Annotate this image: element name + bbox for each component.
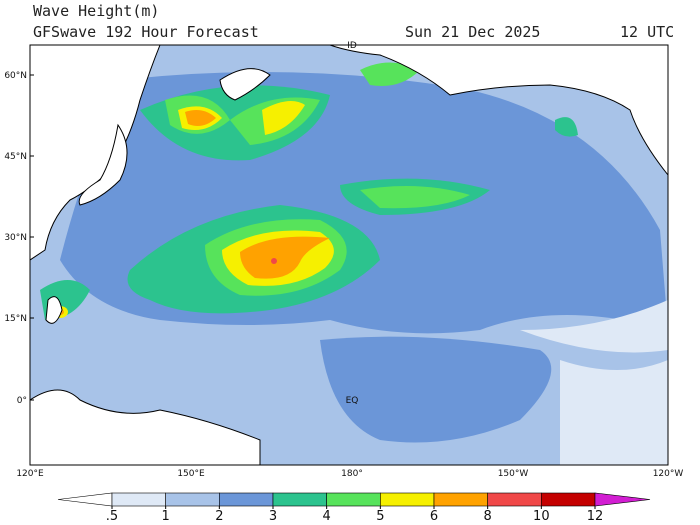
- colorbar: .5 1 2 3 4 5 6 8 10 12: [57, 492, 651, 524]
- lon-label: 120°W: [653, 469, 684, 479]
- lat-label: 0°: [17, 396, 27, 406]
- colorbar-bin: [326, 492, 381, 507]
- colorbar-bin: [380, 492, 435, 507]
- map-frame: [29, 44, 669, 466]
- colorbar-bin: [219, 492, 274, 507]
- colorbar-over: [594, 492, 651, 507]
- colorbar-bin: [541, 492, 596, 507]
- colorbar-bin: [111, 492, 166, 507]
- lat-label: 60°N: [4, 71, 27, 81]
- colorbar-bin: [487, 492, 542, 507]
- date: Sun 21 Dec 2025: [405, 23, 540, 41]
- wave-zone: [555, 117, 578, 137]
- title: Wave Height(m): [33, 2, 159, 20]
- lon-label: 150°W: [498, 469, 529, 479]
- wave-zone: [262, 101, 305, 135]
- colorbar-label: 5: [376, 509, 384, 524]
- colorbar-label: 3: [269, 509, 277, 524]
- colorbar-under: [57, 492, 113, 507]
- colorbar-label: 8: [484, 509, 492, 524]
- lat-label: 15°N: [4, 314, 27, 324]
- wave-zone: [360, 62, 420, 86]
- north-america: [329, 45, 668, 176]
- lat-label: 45°N: [4, 152, 27, 162]
- annotation: EQ: [346, 396, 359, 406]
- colorbar-bin: [165, 492, 220, 507]
- axis-labels: 60°N 45°N 30°N 15°N 0° 120°E 150°E 180° 150°W 120…: [4, 71, 683, 479]
- colorbar-label: 6: [430, 509, 438, 524]
- wave-zone: [271, 258, 277, 264]
- colorbar-bin: [272, 492, 327, 507]
- kamchatka: [219, 68, 271, 101]
- wave-zone: [520, 300, 668, 353]
- wave-zone: [240, 236, 330, 279]
- philippines: [45, 296, 63, 324]
- subtitle: GFSwave 192 Hour Forecast: [33, 23, 259, 41]
- wave-zone: [320, 336, 552, 443]
- colorbar-label: 4: [323, 509, 331, 524]
- maritime-se-asia: [30, 389, 261, 465]
- japan: [78, 123, 128, 206]
- wave-zone: [560, 360, 668, 465]
- map: ID EQ: [29, 41, 669, 466]
- colorbar-label: 12: [587, 509, 604, 524]
- lat-label: 30°N: [4, 233, 27, 243]
- annotation: ID: [347, 41, 357, 51]
- lon-label: 120°E: [16, 469, 44, 479]
- time: 12 UTC: [620, 23, 674, 41]
- lon-label: 150°E: [177, 469, 205, 479]
- wave-zone: [360, 186, 470, 209]
- lon-label: 180°: [341, 469, 363, 479]
- colorbar-label: 2: [215, 509, 223, 524]
- colorbar-label: .5: [106, 509, 118, 524]
- colorbar-label: 1: [162, 509, 170, 524]
- colorbar-bin: [433, 492, 488, 507]
- colorbar-label: 10: [533, 509, 550, 524]
- wave-zone: [185, 110, 216, 126]
